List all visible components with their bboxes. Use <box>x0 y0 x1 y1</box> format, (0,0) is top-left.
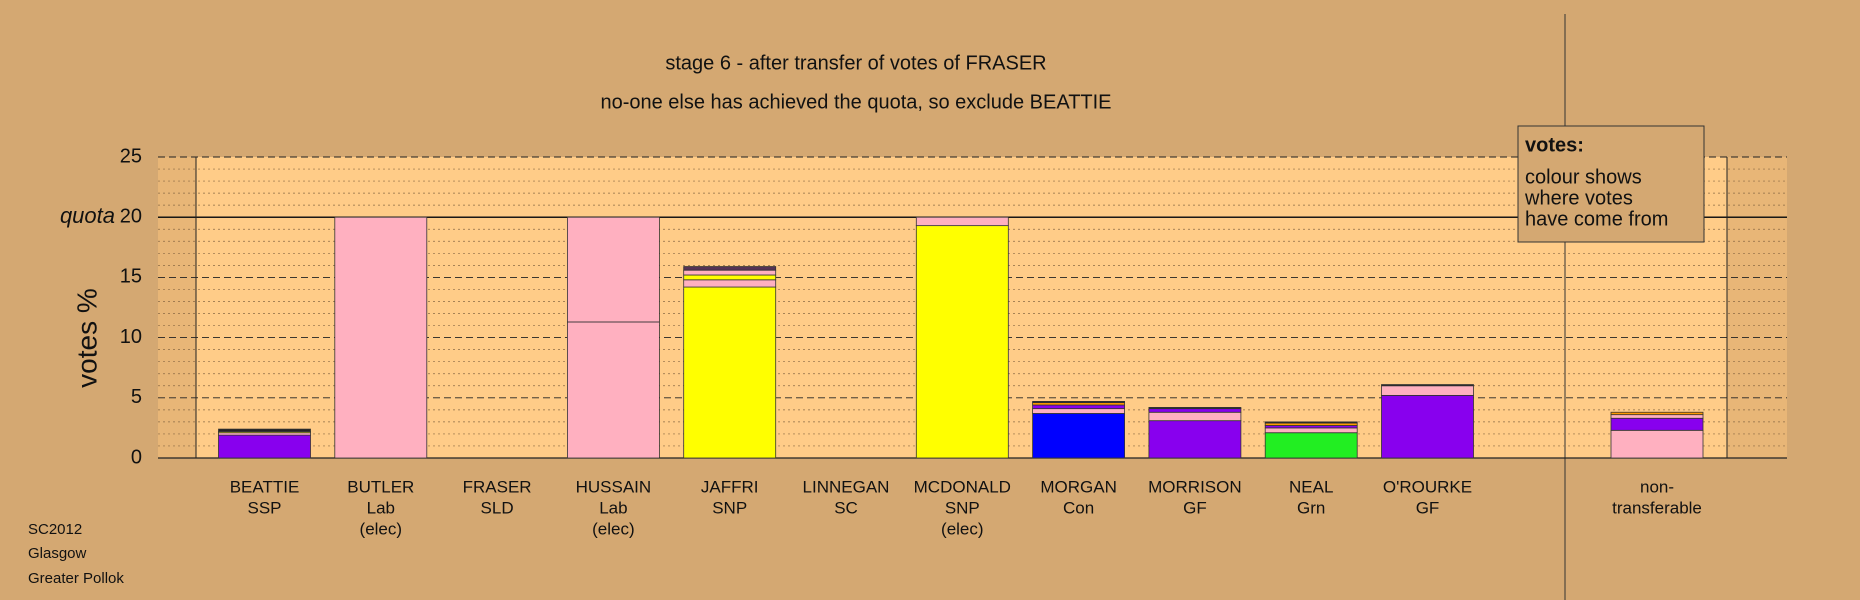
bar-segment <box>1381 384 1474 387</box>
x-tick-label: SLD <box>481 498 514 517</box>
bar-segment <box>915 225 1009 459</box>
x-tick-label: JAFFRI <box>701 477 759 496</box>
bar-segment <box>683 279 777 288</box>
y-tick-label: 25 <box>120 145 142 167</box>
bar-segment <box>1148 408 1242 413</box>
bar-segment <box>1610 417 1704 431</box>
legend-text: have come from <box>1525 208 1668 230</box>
bar-segment <box>1032 401 1125 404</box>
bar-segment <box>1032 408 1125 414</box>
x-tick-label: NEAL <box>1289 477 1333 496</box>
x-tick-label: Lab <box>599 498 627 517</box>
y-tick-label: 5 <box>131 386 142 408</box>
bar-segment <box>1610 414 1704 419</box>
legend-title: votes: <box>1525 134 1584 156</box>
bar-segment <box>1264 421 1358 424</box>
x-tick-label: BEATTIE <box>230 477 300 496</box>
footer-text: Glasgow <box>28 545 87 562</box>
bar-segment <box>1381 394 1474 459</box>
x-tick-label: SSP <box>247 498 281 517</box>
legend-text: where votes <box>1524 187 1633 209</box>
chart-subtitle: no-one else has achieved the quota, so e… <box>600 91 1111 113</box>
footer-text: SC2012 <box>28 521 82 538</box>
bar-segment <box>683 286 777 459</box>
x-tick-label: LINNEGAN <box>803 477 890 496</box>
bar-segment <box>218 434 311 459</box>
bar-segment <box>683 269 777 276</box>
bar-segment <box>1264 427 1358 434</box>
bar-segment <box>1032 413 1125 459</box>
quota-label: quota <box>60 203 115 228</box>
x-tick-label: FRASER <box>463 477 532 496</box>
x-tick-label: HUSSAIN <box>576 477 652 496</box>
bar-segment <box>567 216 660 323</box>
x-tick-label: transferable <box>1612 498 1702 517</box>
y-tick-label: 20 <box>120 205 142 227</box>
x-tick-label: MORRISON <box>1148 477 1242 496</box>
y-tick-label: 0 <box>131 446 142 468</box>
x-tick-label: (elec) <box>941 519 984 538</box>
x-tick-label: MCDONALD <box>914 477 1011 496</box>
footer-text: Greater Pollok <box>28 570 124 587</box>
bar-segment <box>683 266 777 271</box>
bar-segment <box>218 428 311 432</box>
x-tick-label: Grn <box>1297 498 1325 517</box>
bar-segment <box>1264 432 1358 459</box>
x-tick-label: SNP <box>945 498 980 517</box>
bar-segment <box>334 216 428 459</box>
bar-segment <box>1032 404 1125 410</box>
y-tick-label: 10 <box>120 326 142 348</box>
x-tick-label: (elec) <box>592 519 635 538</box>
x-tick-label: BUTLER <box>347 477 414 496</box>
x-tick-label: Con <box>1063 498 1094 517</box>
bar-segment <box>567 321 660 459</box>
legend: votes: colour shows where votes have com… <box>1517 125 1705 243</box>
x-tick-label: O'ROURKE <box>1383 477 1472 496</box>
bar-segment <box>1148 407 1242 410</box>
legend-text: colour shows <box>1525 166 1642 188</box>
x-tick-label: Lab <box>367 498 395 517</box>
chart-title: stage 6 - after transfer of votes of FRA… <box>665 52 1046 74</box>
x-tick-label: SC <box>834 498 858 517</box>
bar-segment <box>1610 429 1704 459</box>
x-tick-label: (elec) <box>360 519 403 538</box>
x-tick-label: MORGAN <box>1040 477 1117 496</box>
legend-box <box>1517 125 1705 243</box>
bar-segment <box>915 216 1009 227</box>
bar-segment <box>1610 411 1704 416</box>
x-tick-label: SNP <box>712 498 747 517</box>
y-axis-label: votes % <box>71 288 102 388</box>
x-tick-label: GF <box>1416 498 1440 517</box>
bars <box>218 216 1704 459</box>
x-tick-label: non- <box>1640 477 1674 496</box>
bar-segment <box>1148 420 1242 459</box>
bar-segment <box>683 274 777 281</box>
x-tick-label: GF <box>1183 498 1207 517</box>
bar-segment <box>1381 385 1474 396</box>
y-tick-label: 15 <box>120 266 142 288</box>
bar-segment <box>1148 411 1242 422</box>
